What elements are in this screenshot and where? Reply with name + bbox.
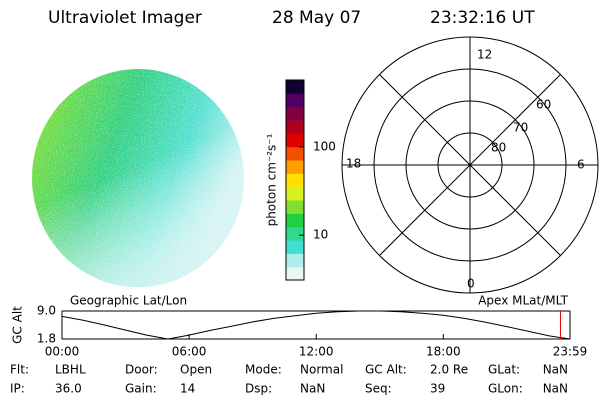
status-value: 2.0 Re — [430, 363, 468, 377]
altitude-line — [61, 310, 571, 340]
colorbar-cell — [286, 80, 304, 94]
colorbar-cell — [286, 226, 304, 241]
status-value: Open — [180, 363, 212, 377]
x-tick-label: 06:00 — [172, 345, 207, 359]
status-label: GC Alt: — [365, 363, 407, 377]
status-label: Door: — [125, 363, 158, 377]
status-label: Flt: — [10, 363, 29, 377]
status-label: GLat: — [488, 363, 520, 377]
colorbar-frame — [285, 79, 305, 281]
status-label: Seq: — [365, 382, 392, 396]
lat-label: 80 — [491, 141, 506, 155]
hour-label: 18 — [346, 157, 361, 171]
colorbar-cell — [286, 266, 304, 281]
status-value: NaN — [543, 363, 568, 377]
x-tick-label: 18:00 — [426, 345, 461, 359]
x-tick-label: 12:00 — [299, 345, 334, 359]
x-tick-label: 23:59 — [553, 345, 588, 359]
dial-spoke — [379, 74, 561, 256]
status-value: Normal — [300, 363, 343, 377]
colorbar-cell — [286, 146, 304, 161]
status-label: Gain: — [125, 382, 157, 396]
status-value: NaN — [543, 382, 568, 396]
image-noise — [32, 69, 244, 287]
hour-label: 0 — [467, 277, 475, 291]
plot-title-right: Apex MLat/MLT — [478, 294, 568, 308]
status-value: NaN — [300, 382, 325, 396]
status-value: 14 — [180, 382, 195, 396]
date: 28 May 07 — [272, 8, 361, 28]
colorbar-label: photon cm⁻²s⁻¹ — [265, 133, 279, 226]
time: 23:32:16 UT — [430, 8, 535, 28]
y-tick-label: 1.8 — [37, 332, 56, 346]
y-tick-label: 9.0 — [37, 304, 56, 318]
status-value: 39 — [430, 382, 445, 396]
lat-label: 70 — [513, 121, 528, 135]
colorbar-cell — [286, 240, 304, 254]
colorbar-cell — [286, 160, 304, 174]
y-axis-label: GC Alt — [11, 306, 25, 344]
colorbar-cell — [286, 186, 304, 201]
colorbar-tick-label: 100 — [313, 139, 336, 153]
colorbar-cell — [286, 133, 304, 148]
colorbar-cell — [286, 106, 304, 121]
colorbar-tick-label: 10 — [313, 228, 328, 242]
colorbar-cell — [286, 213, 304, 228]
hour-label: 6 — [577, 158, 585, 172]
status-value: LBHL — [55, 363, 86, 377]
status-label: IP: — [10, 382, 25, 396]
mlt-dial — [341, 36, 599, 294]
status-panel: Flt: LBHL Door: Open Mode: Normal GC Alt: 2.0 R… — [10, 363, 568, 396]
colorbar-cell — [286, 253, 304, 268]
colorbar-cell — [286, 200, 304, 214]
status-value: 36.0 — [55, 382, 82, 396]
colorbar-cell — [286, 120, 304, 134]
status-label: Mode: — [245, 363, 282, 377]
title: Ultraviolet Imager — [48, 8, 202, 28]
plot-title-left: Geographic Lat/Lon — [70, 294, 187, 308]
lat-label: 60 — [536, 98, 551, 112]
colorbar-cell — [286, 93, 304, 108]
status-label: Dsp: — [245, 382, 272, 396]
hour-label: 12 — [477, 48, 492, 62]
uv-image — [32, 69, 244, 287]
status-label: GLon: — [488, 382, 523, 396]
x-tick-label: 00:00 — [45, 345, 80, 359]
colorbar-cell — [286, 173, 304, 188]
